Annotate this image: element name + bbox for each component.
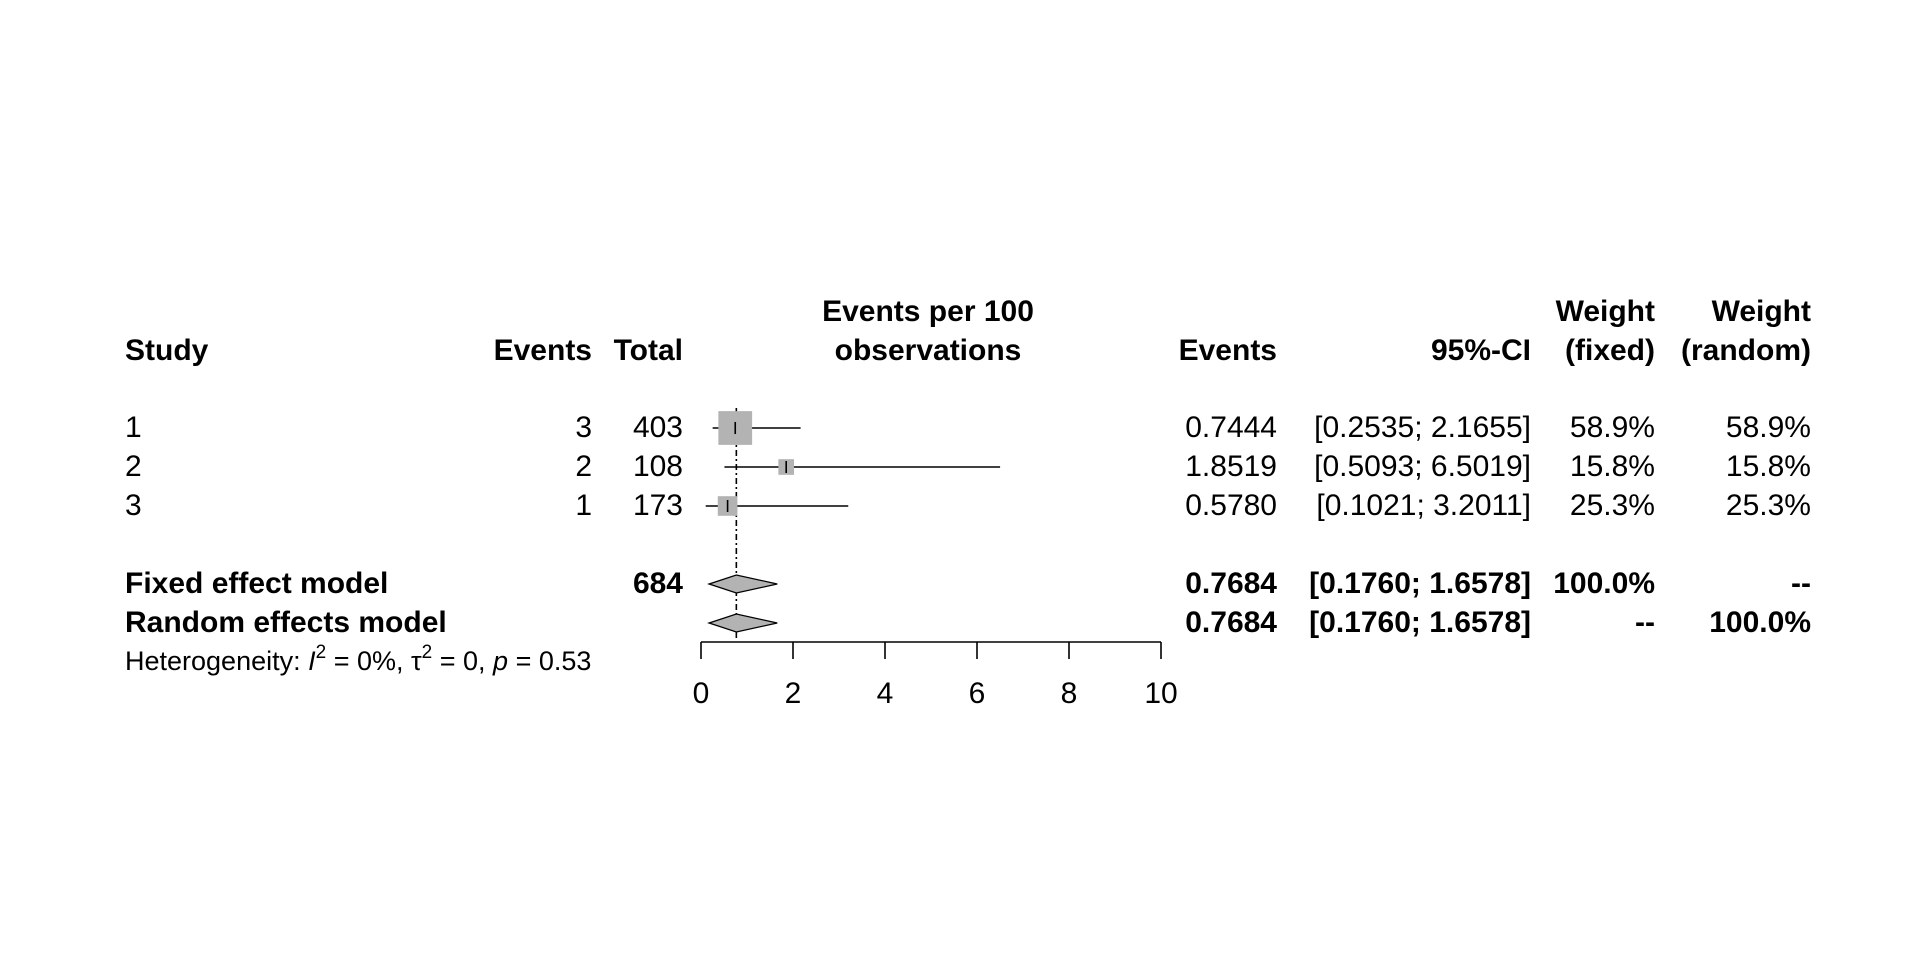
header-weight-random-line1: Weight: [1712, 295, 1811, 328]
study-estimate: 0.5780: [1185, 489, 1277, 522]
pooled-total: 684: [633, 567, 683, 600]
header-weight-random-line2: (random): [1681, 334, 1811, 367]
pooled-rows: Fixed effect model 684 0.7684 [0.1760; 1…: [125, 567, 1811, 639]
x-axis: 0 2 4 6 8 10: [693, 641, 1178, 710]
p-symbol: p: [492, 646, 508, 676]
tau-value: = 0,: [432, 646, 493, 676]
study-weight-random: 25.3%: [1726, 489, 1811, 522]
axis-tick-label: 4: [877, 677, 894, 710]
i2-symbol: I: [308, 646, 316, 676]
pooled-ci: [0.1760; 1.6578]: [1309, 567, 1531, 600]
pooled-weight-random: --: [1791, 567, 1811, 600]
pooled-diamond: [707, 574, 778, 594]
study-ci: [0.2535; 2.1655]: [1314, 411, 1531, 444]
axis-tick-label: 8: [1061, 677, 1078, 710]
study-label: 2: [125, 450, 142, 483]
study-total: 173: [633, 489, 683, 522]
i2-value: = 0%,: [326, 646, 411, 676]
column-headers: Study Events Total Events per 100 observ…: [125, 295, 1811, 367]
plot-area: [705, 408, 1001, 640]
header-ci: 95%-CI: [1431, 334, 1531, 367]
study-label: 3: [125, 489, 142, 522]
study-estimate: 0.7444: [1185, 411, 1277, 444]
study-weight-fixed: 15.8%: [1570, 450, 1655, 483]
study-row: 2 2 108 1.8519 [0.5093; 6.5019] 15.8% 15…: [125, 450, 1811, 483]
study-ci: [0.1021; 3.2011]: [1316, 489, 1531, 522]
study-label: 1: [125, 411, 142, 444]
header-weight-fixed-line2: (fixed): [1565, 334, 1655, 367]
study-row: 3 1 173 0.5780 [0.1021; 3.2011] 25.3% 25…: [125, 489, 1811, 522]
study-total: 108: [633, 450, 683, 483]
header-total: Total: [614, 334, 683, 367]
heterogeneity-prefix: Heterogeneity:: [125, 646, 308, 676]
study-weight-fixed: 25.3%: [1570, 489, 1655, 522]
axis-tick-label: 6: [969, 677, 986, 710]
study-total: 403: [633, 411, 683, 444]
study-weight-random: 58.9%: [1726, 411, 1811, 444]
study-events: 1: [575, 489, 592, 522]
header-events: Events: [494, 334, 592, 367]
study-estimate: 1.8519: [1185, 450, 1277, 483]
study-row: 1 3 403 0.7444 [0.2535; 2.1655] 58.9% 58…: [125, 411, 1811, 444]
axis-tick-label: 10: [1144, 677, 1177, 710]
i2-superscript: 2: [316, 642, 327, 663]
header-estimate: Events: [1179, 334, 1277, 367]
pooled-weight-fixed: --: [1635, 606, 1655, 639]
study-ci: [0.5093; 6.5019]: [1314, 450, 1531, 483]
study-rows: 1 3 403 0.7444 [0.2535; 2.1655] 58.9% 58…: [125, 411, 1811, 522]
header-study: Study: [125, 334, 209, 367]
pooled-estimate: 0.7684: [1185, 567, 1277, 600]
pooled-weight-random: 100.0%: [1709, 606, 1811, 639]
pooled-estimate: 0.7684: [1185, 606, 1277, 639]
header-weight-fixed-line1: Weight: [1556, 295, 1655, 328]
header-plot-line2: observations: [835, 334, 1022, 367]
study-weight-fixed: 58.9%: [1570, 411, 1655, 444]
header-plot-line1: Events per 100: [822, 295, 1034, 328]
axis-tick-label: 0: [693, 677, 710, 710]
pooled-label: Random effects model: [125, 606, 447, 639]
study-weight-random: 15.8%: [1726, 450, 1811, 483]
study-events: 2: [575, 450, 592, 483]
axis-tick-label: 2: [785, 677, 802, 710]
pooled-ci: [0.1760; 1.6578]: [1309, 606, 1531, 639]
pooled-weight-fixed: 100.0%: [1553, 567, 1655, 600]
pooled-row-fixed: Fixed effect model 684 0.7684 [0.1760; 1…: [125, 567, 1811, 600]
study-events: 3: [575, 411, 592, 444]
pooled-row-random: Random effects model 0.7684 [0.1760; 1.6…: [125, 606, 1811, 639]
p-value: = 0.53: [508, 646, 591, 676]
pooled-diamond: [707, 613, 778, 633]
tau-superscript: 2: [422, 642, 433, 663]
heterogeneity-text: Heterogeneity: I2 = 0%, τ2 = 0, p = 0.53: [125, 642, 591, 676]
pooled-label: Fixed effect model: [125, 567, 388, 600]
tau-symbol: τ: [411, 646, 422, 676]
